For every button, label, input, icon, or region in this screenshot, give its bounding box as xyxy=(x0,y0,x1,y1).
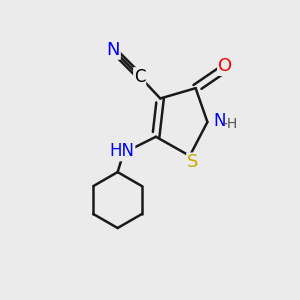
Text: O: O xyxy=(218,57,232,75)
Text: S: S xyxy=(187,153,198,171)
Text: C: C xyxy=(134,68,146,86)
Text: N: N xyxy=(106,41,120,59)
Text: -H: -H xyxy=(223,117,238,131)
Text: N: N xyxy=(214,112,226,130)
Text: HN: HN xyxy=(110,142,134,160)
